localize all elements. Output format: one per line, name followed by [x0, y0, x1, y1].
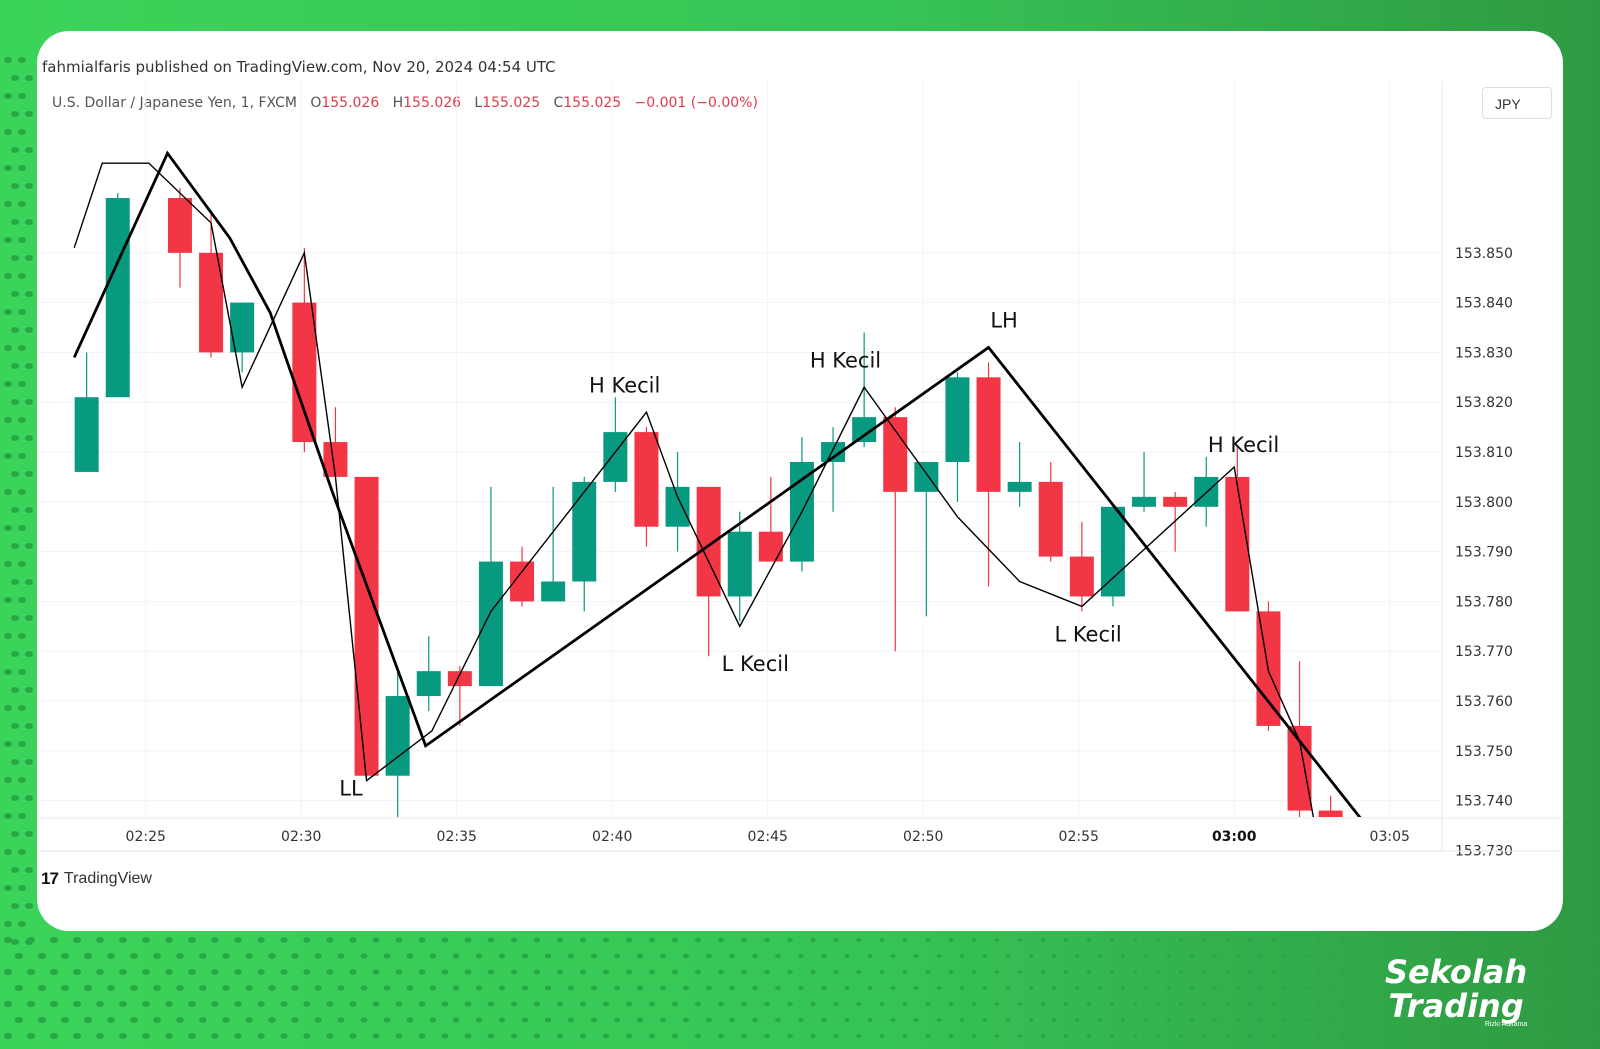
candle-body-up	[1132, 496, 1157, 507]
high-value: 155.026	[403, 95, 462, 111]
open-value: 155.026	[321, 95, 380, 111]
brand-tagline: Rizki Aditama	[1484, 1021, 1528, 1028]
candle-body-up	[603, 432, 628, 482]
low-value: 155.025	[482, 95, 541, 111]
candle-body-down	[292, 302, 317, 443]
x-axis-tick-label: 02:45	[748, 829, 788, 845]
candle-body-down	[1069, 556, 1094, 597]
candle-body-down	[167, 198, 192, 253]
candle-body-down	[1350, 855, 1374, 891]
candle-body-up	[1007, 481, 1032, 492]
swing-annotation-label: H Kecil	[810, 348, 881, 372]
x-axis-tick-label: 02:50	[903, 829, 943, 845]
symbol-legend: U.S. Dollar / Japanese Yen, 1, FXCM O155…	[52, 95, 758, 111]
candle-body-down	[1318, 810, 1343, 817]
x-axis-tick-label: 02:25	[126, 829, 166, 845]
candle-body-up	[1100, 506, 1125, 597]
candle-body-up	[416, 671, 441, 697]
swing-annotation-label: L Kecil	[722, 652, 789, 676]
candle-body-up	[945, 377, 970, 462]
candle-body-down	[976, 377, 1001, 492]
brand-line-1: Sekolah	[1385, 953, 1528, 991]
tradingview-brand-text: TradingView	[63, 870, 152, 887]
candle-body-up	[105, 198, 130, 398]
swing-annotation-label: H Kecil	[1208, 433, 1279, 457]
change-value: −0.001 (−0.00%)	[634, 95, 758, 111]
minor-swing-zigzag-line	[73, 162, 1315, 817]
close-label: C	[553, 95, 564, 111]
y-axis-tick-label: 153.740	[1455, 794, 1513, 810]
y-axis-tick-label: 153.810	[1455, 445, 1513, 461]
major-swing-trend-line	[72, 150, 1362, 817]
tradingview-logo-icon: 17	[41, 869, 59, 888]
swing-annotation-label: LL	[339, 777, 363, 801]
chart-card: fahmialfaris published on TradingView.co…	[37, 31, 1563, 931]
y-axis-tick-label: 153.820	[1455, 395, 1513, 411]
candle-body-down	[758, 531, 783, 562]
candle-body-down	[354, 476, 379, 776]
y-axis-tick-label: 153.760	[1455, 694, 1513, 710]
tradingview-footer[interactable]: 17 TradingView	[41, 869, 152, 889]
candle-body-down	[447, 671, 472, 687]
candle-body-down	[1225, 476, 1250, 612]
x-axis-tick-label: 03:00	[1212, 829, 1257, 845]
high-label: H	[392, 95, 404, 111]
candle-body-up	[74, 397, 99, 472]
sekolah-trading-logo: Sekolah Trading Rizki Aditama	[1385, 955, 1527, 1028]
candle-body-up	[478, 561, 503, 687]
y-axis-tick-label: 153.830	[1455, 345, 1513, 361]
candle-body-down	[634, 432, 659, 527]
y-axis-tick-label: 153.790	[1455, 545, 1513, 561]
candle-body-down	[323, 442, 348, 477]
plot-area	[72, 150, 1374, 891]
x-axis-tick-label: 03:05	[1370, 829, 1410, 845]
y-axis-tick-label: 153.800	[1455, 495, 1513, 511]
y-axis-tick-label: 153.780	[1455, 594, 1513, 610]
candle-body-up	[727, 531, 752, 597]
swing-annotation-label: H Kecil	[589, 373, 660, 397]
brand-line-2: Trading	[1388, 987, 1524, 1025]
candle-body-up	[541, 581, 566, 602]
candlestick-chart[interactable]: 153.850 153.840 153.830 153.820 153.810 153.8…	[37, 31, 1563, 891]
symbol-description[interactable]: U.S. Dollar / Japanese Yen, 1, FXCM	[52, 95, 297, 111]
y-axis-tick-label: 153.840	[1455, 296, 1513, 312]
x-axis-tick-label: 02:40	[592, 829, 632, 845]
x-axis-tick-label: 02:55	[1059, 829, 1099, 845]
x-axis-tick-label: 02:30	[281, 829, 321, 845]
publisher-line: fahmialfaris published on TradingView.co…	[42, 58, 556, 76]
y-axis-tick-label: 153.750	[1455, 744, 1513, 760]
open-label: O	[310, 95, 322, 111]
close-value: 155.025	[563, 95, 622, 111]
y-axis-tick-label: 153.850	[1455, 246, 1513, 262]
candle-body-up	[821, 442, 846, 462]
candle-body-down	[1038, 481, 1063, 557]
y-axis-tick-label: 153.770	[1455, 644, 1513, 660]
x-axis-tick-label: 02:35	[437, 829, 477, 845]
candle-body-down	[883, 417, 908, 492]
low-label: L	[474, 95, 483, 111]
candle-body-up	[665, 486, 690, 527]
swing-annotation-label: LH	[990, 309, 1018, 333]
swing-annotation-label: L Kecil	[1054, 622, 1121, 646]
candle-body-down	[1163, 496, 1188, 507]
candle-body-down	[1287, 725, 1312, 811]
candle-body-up	[572, 481, 597, 582]
candle-body-up	[914, 461, 939, 492]
candle-body-down	[199, 252, 224, 353]
currency-button[interactable]: JPY	[1482, 87, 1552, 119]
